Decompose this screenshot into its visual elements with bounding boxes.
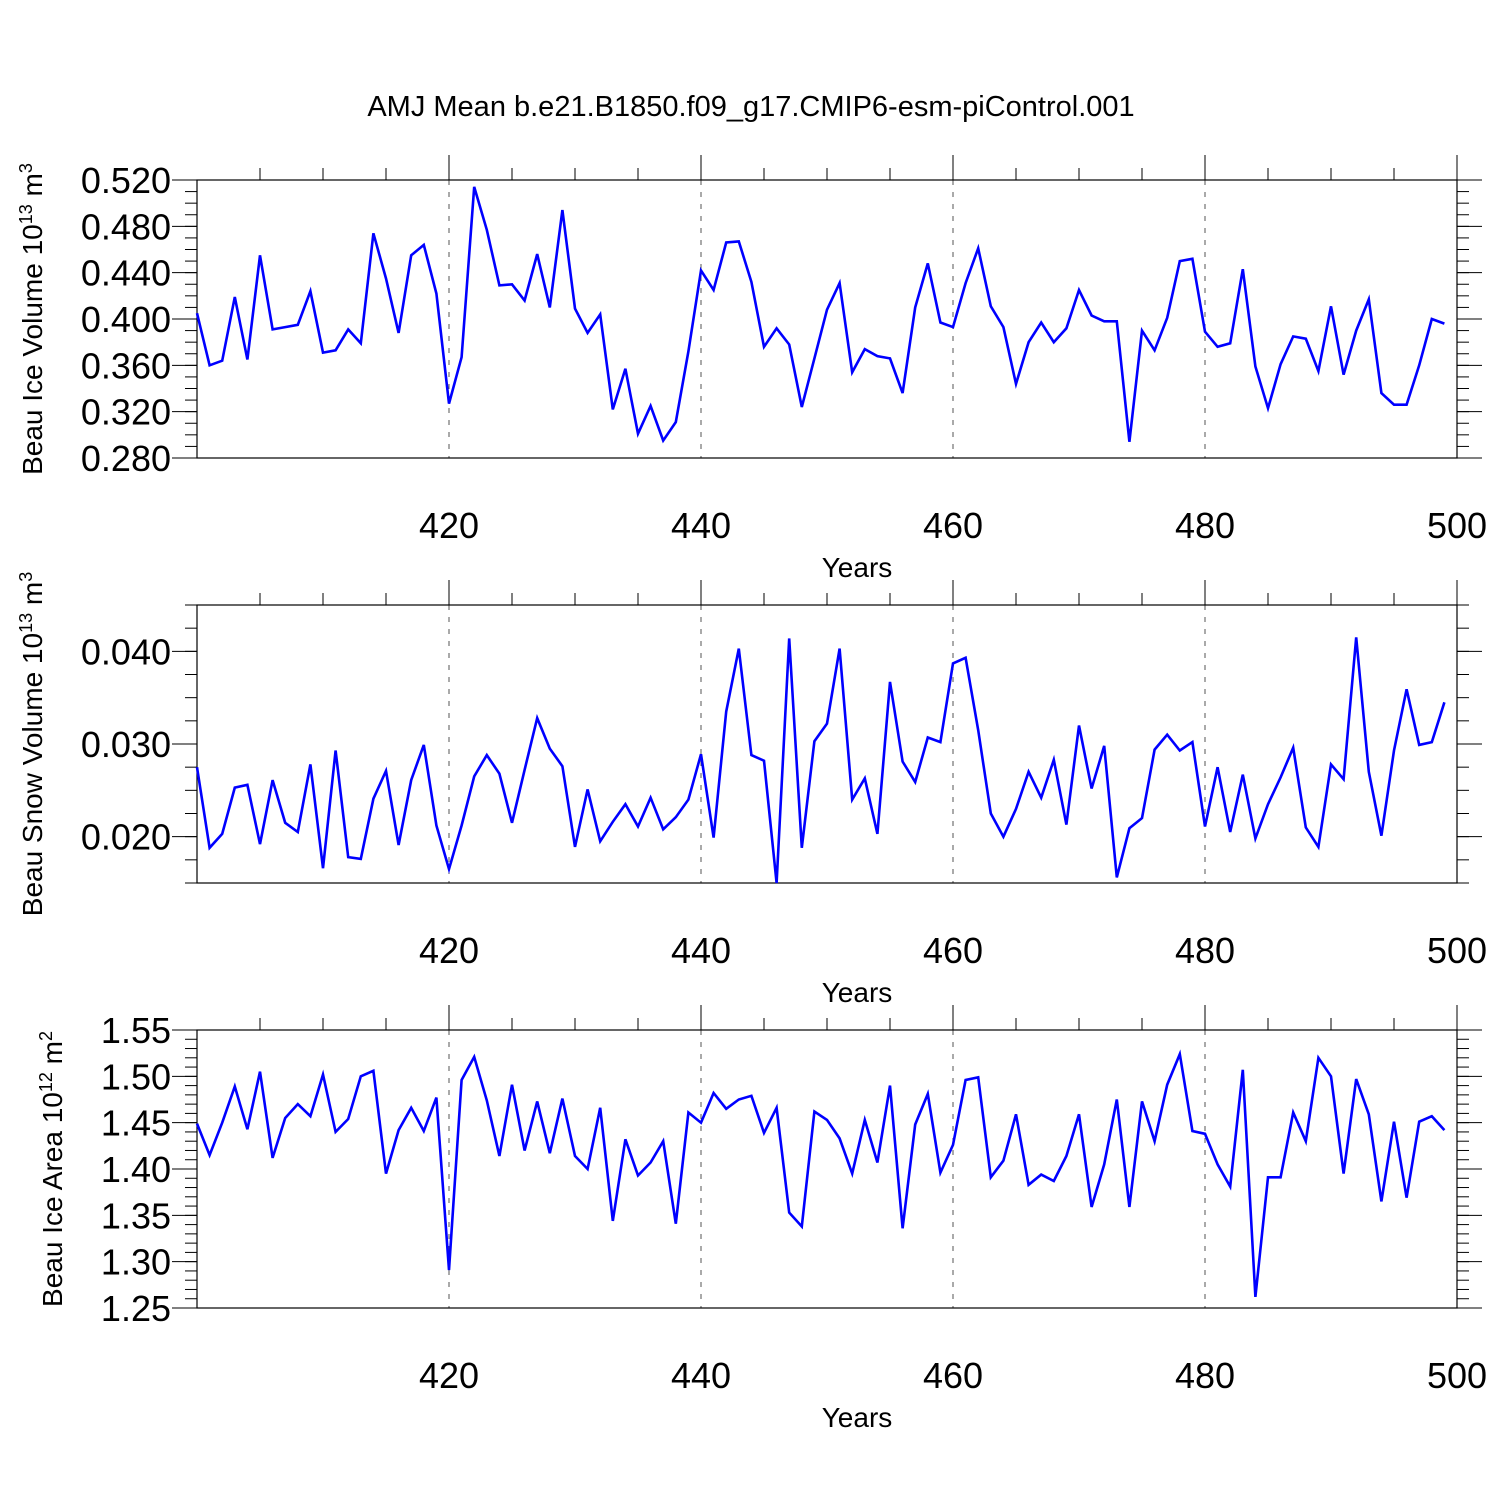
- x-axis-label: Years: [822, 1402, 893, 1433]
- y-tick-label: 0.020: [81, 817, 171, 858]
- y-axis-label: Beau Snow Volume 1013 m3: [16, 572, 48, 916]
- x-tick-label: 460: [923, 930, 983, 971]
- y-tick-label: 0.400: [81, 299, 171, 340]
- x-tick-label: 420: [419, 505, 479, 546]
- series-line: [195, 186, 1445, 444]
- y-axis-label-part: 3: [16, 572, 36, 582]
- x-tick-label: 440: [671, 1355, 731, 1396]
- y-axis-label-part: 13: [16, 204, 36, 224]
- x-tick-label: 460: [923, 505, 983, 546]
- y-tick-label: 0.520: [81, 160, 171, 201]
- y-axis-label-part: Beau Ice Area 10: [37, 1092, 68, 1307]
- y-tick-label: 0.320: [81, 392, 171, 433]
- y-axis-label-part: m: [17, 173, 48, 204]
- x-tick-label: 440: [671, 505, 731, 546]
- x-axis-label: Years: [822, 977, 893, 1008]
- y-tick-label: 1.55: [101, 1010, 171, 1051]
- y-axis-label-part: 2: [36, 1031, 56, 1041]
- y-axis-label-part: 12: [36, 1072, 56, 1092]
- x-tick-label: 460: [923, 1355, 983, 1396]
- panel-2: 0.020 0.030 0.040 420 440 460 480 500 Years Beau …: [16, 572, 1487, 1008]
- x-tick-label: 480: [1175, 1355, 1235, 1396]
- y-axis-label: Beau Ice Volume 1013 m3: [16, 163, 48, 475]
- y-tick-label: 1.50: [101, 1056, 171, 1097]
- plot-frame: [196, 604, 1458, 884]
- y-tick-label: 1.35: [101, 1195, 171, 1236]
- y-tick-label: 1.25: [101, 1288, 171, 1329]
- panel-3: 1.25 1.30 1.35 1.40 1.45 1.50 1.55 420 440 460 480…: [36, 1005, 1487, 1433]
- x-axis-label: Years: [822, 552, 893, 583]
- series-line: [195, 1049, 1446, 1298]
- y-tick-label: 0.040: [81, 631, 171, 672]
- y-axis-label: Beau Ice Area 1012 m2: [36, 1031, 68, 1307]
- y-tick-label: 1.30: [101, 1242, 171, 1283]
- chart-title: AMJ Mean b.e21.B1850.f09_g17.CMIP6-esm-p…: [367, 91, 1134, 123]
- y-tick-label: 0.030: [81, 724, 171, 765]
- y-axis-label-part: 3: [16, 163, 36, 173]
- x-tick-label: 420: [419, 930, 479, 971]
- x-tick-label: 440: [671, 930, 731, 971]
- y-tick-label: 0.480: [81, 206, 171, 247]
- x-tick-label: 500: [1427, 1355, 1487, 1396]
- x-tick-label: 500: [1427, 505, 1487, 546]
- y-axis-label-part: 13: [16, 613, 36, 633]
- x-tick-label: 480: [1175, 505, 1235, 546]
- y-tick-label: 1.40: [101, 1149, 171, 1190]
- x-tick-label: 480: [1175, 930, 1235, 971]
- panel-1: 0.280 0.320 0.360 0.400 0.440 0.480 0.520 420 44…: [16, 155, 1487, 583]
- y-axis-label-part: m: [37, 1041, 68, 1072]
- y-tick-label: 1.45: [101, 1103, 171, 1144]
- y-axis-label-part: Beau Ice Volume 10: [17, 224, 48, 475]
- series-line: [195, 637, 1446, 884]
- y-axis-label-part: m: [17, 582, 48, 613]
- y-axis-label-part: Beau Snow Volume 10: [17, 633, 48, 916]
- y-tick-label: 0.280: [81, 438, 171, 479]
- y-tick-label: 0.440: [81, 253, 171, 294]
- y-tick-label: 0.360: [81, 345, 171, 386]
- plot-frame: [196, 179, 1458, 459]
- x-tick-label: 420: [419, 1355, 479, 1396]
- x-tick-label: 500: [1427, 930, 1487, 971]
